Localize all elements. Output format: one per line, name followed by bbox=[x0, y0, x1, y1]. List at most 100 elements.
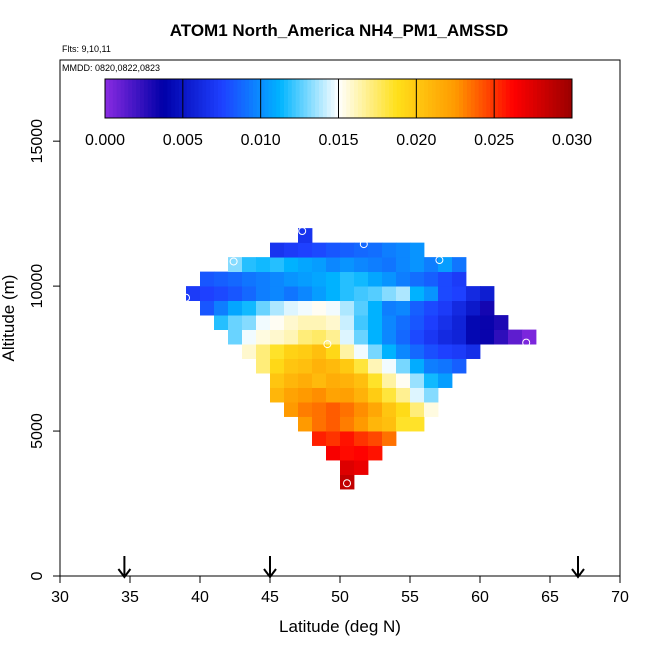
heatmap-cell bbox=[368, 300, 383, 316]
heatmap-cell bbox=[410, 257, 425, 273]
colorbar-segment bbox=[412, 79, 417, 118]
heatmap-cell bbox=[298, 387, 313, 403]
x-tick-label: 30 bbox=[51, 589, 69, 606]
colorbar-segment bbox=[311, 79, 316, 118]
heatmap-cell bbox=[312, 271, 327, 287]
colorbar-segment bbox=[334, 79, 339, 118]
heatmap-cell bbox=[312, 416, 327, 432]
heatmap-cell bbox=[312, 329, 327, 345]
heatmap-cell bbox=[298, 271, 313, 287]
colorbar-segment bbox=[252, 79, 258, 118]
colorbar-segment bbox=[124, 79, 129, 118]
x-tick-label: 70 bbox=[611, 589, 629, 606]
colorbar-segment bbox=[428, 79, 433, 118]
heatmap-cell bbox=[466, 300, 481, 316]
heatmap-cell bbox=[382, 315, 397, 330]
heatmap-cell bbox=[256, 300, 271, 316]
colorbar: 0.000 0.005 0.010 0.015 0.020 0.025 0.030 bbox=[85, 78, 592, 149]
heatmap-cell bbox=[368, 315, 383, 330]
heatmap-cell bbox=[298, 373, 313, 388]
heatmap-cell bbox=[494, 315, 509, 330]
x-tick-label: 50 bbox=[331, 589, 349, 606]
dates-label: MMDD: 0820,0822,0823 bbox=[62, 63, 160, 73]
colorbar-segment bbox=[400, 79, 406, 118]
sample-marker bbox=[229, 257, 238, 266]
heatmap-cell bbox=[326, 300, 341, 316]
colorbar-segment bbox=[272, 79, 277, 118]
colorbar-segment bbox=[470, 79, 476, 118]
colorbar-segment bbox=[268, 79, 273, 118]
colorbar-segment bbox=[350, 79, 355, 118]
colorbar-segment bbox=[482, 79, 487, 118]
heatmap-cell bbox=[410, 271, 425, 287]
heatmap-cell bbox=[340, 300, 355, 316]
colorbar-segment bbox=[564, 79, 569, 118]
heatmap-cell bbox=[228, 300, 243, 316]
heatmap-cell bbox=[396, 300, 411, 316]
colorbar-segment bbox=[245, 79, 250, 118]
heatmap-cell bbox=[480, 315, 495, 330]
heatmap-cell bbox=[424, 358, 439, 374]
colorbar-segment bbox=[221, 79, 227, 118]
colorbar-segment bbox=[396, 79, 402, 118]
colorbar-segment bbox=[459, 79, 464, 118]
colorbar-segment bbox=[536, 79, 542, 118]
heatmap-cell bbox=[340, 329, 355, 345]
down-arrow-icon bbox=[117, 556, 132, 579]
heatmap-cell bbox=[298, 286, 313, 302]
heatmap-cell bbox=[312, 358, 327, 374]
heatmap-cell bbox=[396, 358, 411, 374]
heatmap-cell bbox=[326, 242, 341, 258]
heatmap-cell bbox=[284, 402, 299, 417]
heatmap-cell bbox=[410, 402, 425, 417]
colorbar-segment bbox=[182, 79, 188, 118]
colorbar-segment bbox=[474, 79, 480, 118]
heatmap-cell bbox=[242, 344, 257, 359]
heatmap-cell bbox=[396, 402, 411, 417]
heatmap-cell bbox=[270, 257, 285, 273]
colorbar-segment bbox=[140, 79, 145, 118]
colorbar-segment bbox=[167, 79, 172, 118]
colorbar-segment bbox=[190, 79, 196, 118]
colorbar-segment bbox=[513, 79, 519, 118]
heatmap-cell bbox=[424, 286, 439, 302]
heatmap-cell bbox=[368, 445, 383, 461]
heatmap-cell bbox=[340, 402, 355, 417]
heatmap-cell bbox=[382, 373, 397, 388]
colorbar-segment bbox=[451, 79, 456, 118]
heatmap-cell bbox=[270, 373, 285, 388]
colorbar-segment bbox=[295, 79, 301, 118]
heatmap-cells bbox=[186, 228, 537, 490]
heatmap-cell bbox=[438, 257, 453, 273]
heatmap-cell bbox=[410, 286, 425, 302]
colorbar-segment bbox=[443, 79, 448, 118]
colorbar-segment bbox=[307, 79, 312, 118]
heatmap-cell bbox=[242, 315, 257, 330]
heatmap-cell bbox=[354, 460, 369, 475]
y-tick-label: 5000 bbox=[29, 413, 46, 449]
colorbar-segment bbox=[478, 79, 483, 118]
heatmap-cell bbox=[256, 358, 271, 374]
heatmap-cell bbox=[186, 286, 201, 302]
heatmap-cell bbox=[522, 329, 537, 345]
colorbar-segment bbox=[280, 79, 285, 118]
heatmap-cell bbox=[396, 257, 411, 273]
heatmap-cell bbox=[438, 329, 453, 345]
heatmap-cell bbox=[326, 416, 341, 432]
sample-marker bbox=[522, 338, 531, 347]
heatmap-cell bbox=[340, 373, 355, 388]
heatmap-cell bbox=[452, 257, 467, 273]
colorbar-segment bbox=[498, 79, 503, 118]
sample-markers bbox=[182, 227, 531, 488]
heatmap-cell bbox=[298, 416, 313, 432]
heatmap-cell bbox=[326, 431, 341, 446]
colorbar-segment bbox=[354, 79, 359, 118]
sample-marker bbox=[182, 293, 190, 302]
colorbar-segment bbox=[260, 79, 266, 118]
heatmap-cell bbox=[508, 329, 523, 345]
colorbar-segment bbox=[385, 79, 390, 118]
heatmap-cell bbox=[284, 300, 299, 316]
heatmap-cell bbox=[354, 329, 369, 345]
colorbar-segment bbox=[338, 79, 343, 118]
heatmap-cell bbox=[284, 373, 299, 388]
